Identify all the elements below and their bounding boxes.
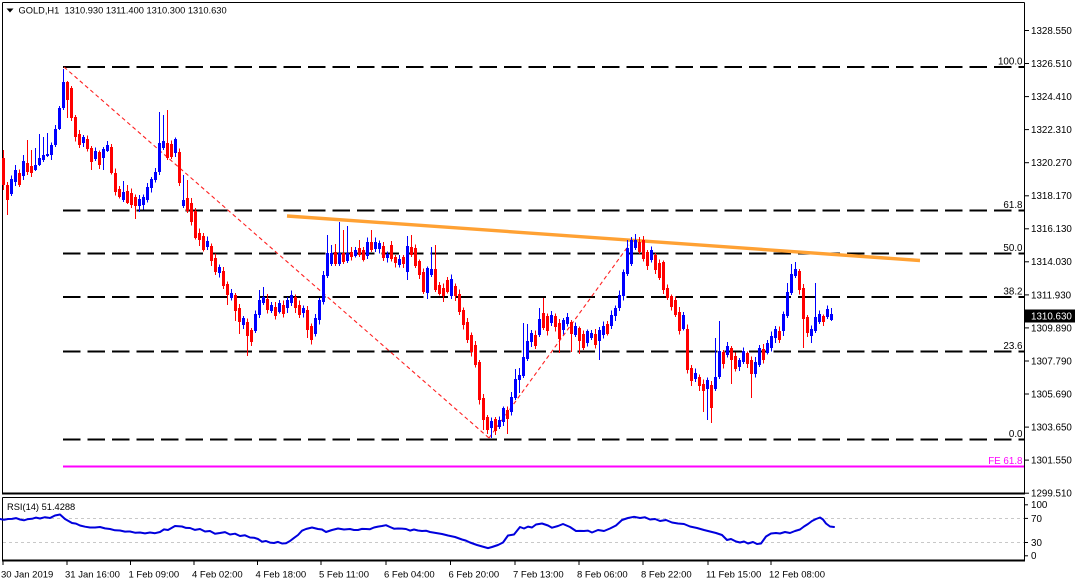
svg-text:12 Feb 08:00: 12 Feb 08:00 <box>769 570 825 581</box>
svg-text:1318.170: 1318.170 <box>1031 191 1072 202</box>
svg-text:GOLD,H1 1310.930 1311.400 131: GOLD,H1 1310.930 1311.400 1310.300 1310.… <box>19 6 227 16</box>
svg-text:6 Feb 20:00: 6 Feb 20:00 <box>449 570 500 581</box>
svg-text:1328.550: 1328.550 <box>1031 26 1072 37</box>
svg-text:1326.510: 1326.510 <box>1031 59 1072 70</box>
svg-text:100.0: 100.0 <box>998 57 1023 68</box>
svg-text:30 Jan 2019: 30 Jan 2019 <box>1 570 53 581</box>
svg-text:1316.130: 1316.130 <box>1031 224 1072 235</box>
svg-text:61.8: 61.8 <box>1003 200 1023 211</box>
svg-text:1305.690: 1305.690 <box>1031 389 1072 400</box>
svg-text:1299.510: 1299.510 <box>1031 489 1072 500</box>
svg-text:1307.790: 1307.790 <box>1031 356 1072 367</box>
svg-text:RSI(14) 51.4288: RSI(14) 51.4288 <box>7 502 75 512</box>
svg-text:1309.890: 1309.890 <box>1031 323 1072 334</box>
svg-text:31 Jan 16:00: 31 Jan 16:00 <box>65 570 120 581</box>
svg-text:1 Feb 09:00: 1 Feb 09:00 <box>129 570 180 581</box>
svg-text:8 Feb 22:00: 8 Feb 22:00 <box>641 570 692 581</box>
svg-text:50.0: 50.0 <box>1003 243 1023 254</box>
svg-text:1301.550: 1301.550 <box>1031 456 1072 467</box>
svg-text:1310.630: 1310.630 <box>1031 312 1072 323</box>
svg-text:23.6: 23.6 <box>1003 341 1023 352</box>
svg-text:38.2: 38.2 <box>1003 287 1022 298</box>
svg-text:4 Feb 02:00: 4 Feb 02:00 <box>192 570 243 581</box>
svg-text:1314.030: 1314.030 <box>1031 257 1072 268</box>
svg-text:0.0: 0.0 <box>1009 429 1023 440</box>
svg-text:11 Feb 15:00: 11 Feb 15:00 <box>706 570 761 581</box>
svg-text:4 Feb 18:00: 4 Feb 18:00 <box>256 570 307 581</box>
svg-text:0: 0 <box>1031 551 1037 562</box>
svg-text:5 Feb 11:00: 5 Feb 11:00 <box>319 570 369 581</box>
svg-text:30: 30 <box>1031 538 1042 549</box>
svg-text:8 Feb 06:00: 8 Feb 06:00 <box>577 570 628 581</box>
svg-text:6 Feb 04:00: 6 Feb 04:00 <box>384 570 435 581</box>
svg-text:1322.310: 1322.310 <box>1031 125 1072 136</box>
svg-text:1324.410: 1324.410 <box>1031 92 1072 103</box>
svg-text:1320.270: 1320.270 <box>1031 158 1072 169</box>
svg-text:1311.930: 1311.930 <box>1031 290 1072 301</box>
svg-text:70: 70 <box>1031 514 1042 525</box>
svg-text:FE 61.8: FE 61.8 <box>988 456 1023 467</box>
svg-text:1303.650: 1303.650 <box>1031 423 1072 434</box>
svg-text:100: 100 <box>1031 500 1048 511</box>
svg-text:7 Feb 13:00: 7 Feb 13:00 <box>513 570 564 581</box>
